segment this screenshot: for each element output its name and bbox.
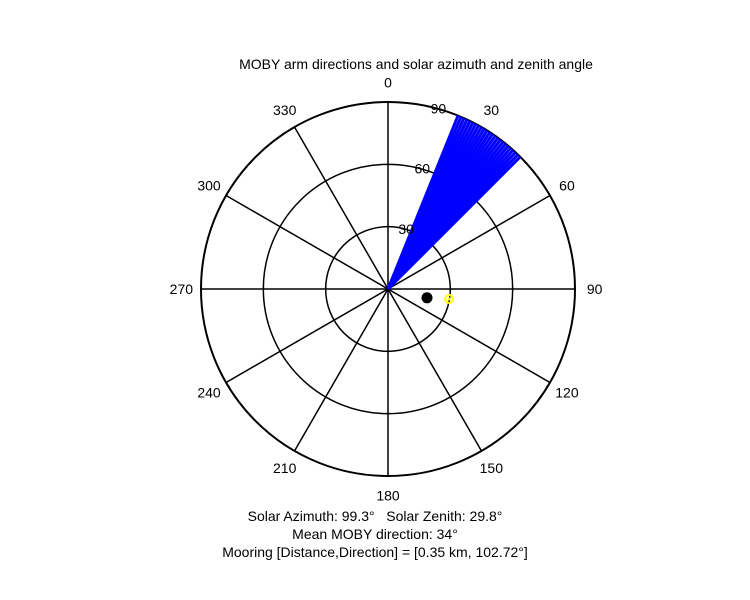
angle-tick-30: 30 xyxy=(484,102,500,118)
angle-tick-60: 60 xyxy=(559,178,575,194)
polar-labels: 0 30 60 90 120 150 180 210 240 270 300 330 30 60 90 xyxy=(170,74,603,503)
range-circle-30 xyxy=(324,225,452,353)
chart-title: MOBY arm directions and solar azimuth an… xyxy=(239,56,593,72)
angle-tick-150: 150 xyxy=(480,460,504,476)
markers xyxy=(421,292,455,305)
radial-tick-30: 30 xyxy=(398,221,414,237)
angle-tick-240: 240 xyxy=(197,384,221,400)
radial-tick-90: 90 xyxy=(431,100,447,116)
range-circle-90 xyxy=(200,101,576,477)
range-circle-60 xyxy=(262,163,514,415)
angle-tick-330: 330 xyxy=(273,102,297,118)
angle-tick-210: 210 xyxy=(273,460,297,476)
angle-tick-180: 180 xyxy=(376,488,400,504)
angle-tick-0: 0 xyxy=(384,74,392,90)
moby-direction-caption: Mean MOBY direction: 34° xyxy=(292,526,458,542)
angle-tick-120: 120 xyxy=(555,384,579,400)
angle-tick-90: 90 xyxy=(587,281,603,297)
angle-tick-300: 300 xyxy=(197,178,221,194)
mooring-marker xyxy=(421,292,433,304)
sun-center xyxy=(447,297,451,301)
arm-direction-line xyxy=(386,155,522,291)
angle-tick-270: 270 xyxy=(170,281,194,297)
radial-tick-60: 60 xyxy=(414,161,430,177)
sun-marker xyxy=(444,294,455,305)
mooring-caption: Mooring [Distance,Direction] = [0.35 km,… xyxy=(222,544,528,560)
solar-caption: Solar Azimuth: 99.3° Solar Zenith: 29.8° xyxy=(247,508,503,524)
moby-arm-directions xyxy=(386,115,522,291)
